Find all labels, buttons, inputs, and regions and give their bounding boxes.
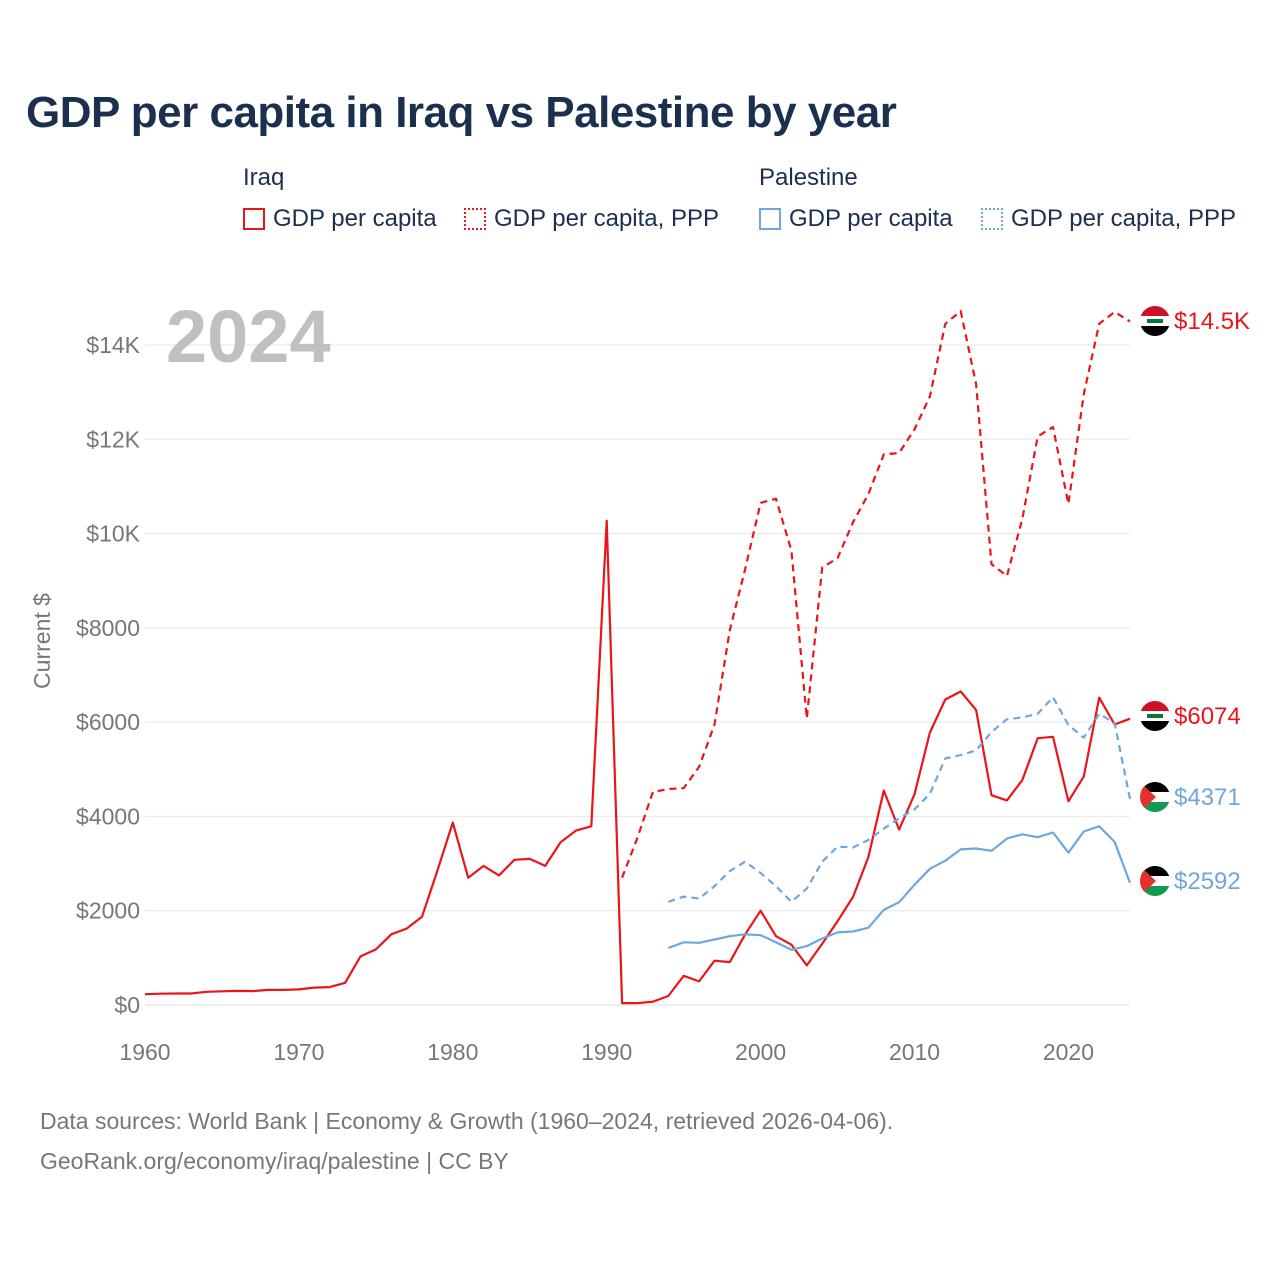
y-tick-label: $10K [86, 521, 140, 547]
x-axis-ticks: 1960 1970 1980 1990 2000 2010 2020 [119, 1039, 1094, 1065]
legend-item-palestine-gdp[interactable]: GDP per capita [759, 205, 953, 233]
palestine-flag-icon [1140, 866, 1170, 896]
end-label-iraq-gdp: $6074 [1174, 703, 1241, 730]
x-tick-label: 1960 [119, 1039, 170, 1065]
legend-swatch-solid-blue-icon [759, 208, 781, 230]
y-axis-label: Current $ [29, 593, 55, 689]
iraq-flag-icon [1140, 306, 1170, 336]
y-tick-label: $8000 [76, 615, 140, 641]
end-marker-palestine-gdp: $2592 [1140, 866, 1241, 896]
x-tick-label: 1990 [581, 1039, 632, 1065]
legend-label: GDP per capita, PPP [1011, 205, 1236, 232]
legend-group-palestine: Palestine [759, 164, 858, 191]
x-tick-label: 2020 [1043, 1039, 1094, 1065]
palestine-flag-icon [1140, 782, 1170, 812]
legend-swatch-dotted-red-icon [464, 208, 486, 230]
year-watermark: 2024 [166, 295, 331, 378]
series-lines [144, 310, 1132, 1005]
series-line [667, 696, 1132, 903]
footer-sources: Data sources: World Bank | Economy & Gro… [40, 1108, 894, 1134]
y-tick-label: $2000 [76, 898, 140, 924]
y-tick-label: $12K [86, 426, 140, 452]
y-tick-label: $0 [114, 992, 140, 1018]
series-line [621, 310, 1131, 879]
legend-item-palestine-ppp[interactable]: GDP per capita, PPP [981, 205, 1236, 233]
y-tick-label: $14K [86, 332, 140, 358]
y-tick-label: $6000 [76, 709, 140, 735]
legend-label: GDP per capita, PPP [494, 205, 719, 232]
x-tick-label: 1970 [273, 1039, 324, 1065]
x-tick-label: 2000 [735, 1039, 786, 1065]
iraq-flag-icon [1140, 701, 1170, 731]
footer-link[interactable]: GeoRank.org/economy/iraq/palestine | CC … [40, 1148, 509, 1174]
y-tick-label: $4000 [76, 803, 140, 829]
end-label-palestine-gdp: $2592 [1174, 868, 1241, 895]
legend-label: GDP per capita [789, 205, 953, 232]
legend-item-iraq-gdp[interactable]: GDP per capita [243, 205, 437, 233]
x-tick-label: 2010 [889, 1039, 940, 1065]
x-tick-label: 1980 [427, 1039, 478, 1065]
legend-label: GDP per capita [273, 205, 437, 232]
chart-title: GDP per capita in Iraq vs Palestine by y… [26, 88, 897, 137]
legend-swatch-dotted-blue-icon [981, 208, 1003, 230]
end-label-palestine-ppp: $4371 [1174, 784, 1241, 811]
series-line [144, 519, 1131, 1005]
end-marker-iraq-gdp: $6074 [1140, 701, 1241, 731]
legend-group-iraq: Iraq [243, 164, 285, 191]
legend-swatch-solid-red-icon [243, 208, 265, 230]
legend-item-iraq-ppp[interactable]: GDP per capita, PPP [464, 205, 719, 233]
series-line [667, 825, 1132, 951]
end-marker-iraq-ppp: $14.5K [1140, 306, 1250, 336]
gridlines [145, 344, 1130, 1006]
y-axis-ticks: $0 $2000 $4000 $6000 $8000 $10K $12K $14K [76, 332, 141, 1018]
end-marker-palestine-ppp: $4371 [1140, 782, 1241, 812]
end-label-iraq-ppp: $14.5K [1174, 308, 1250, 335]
